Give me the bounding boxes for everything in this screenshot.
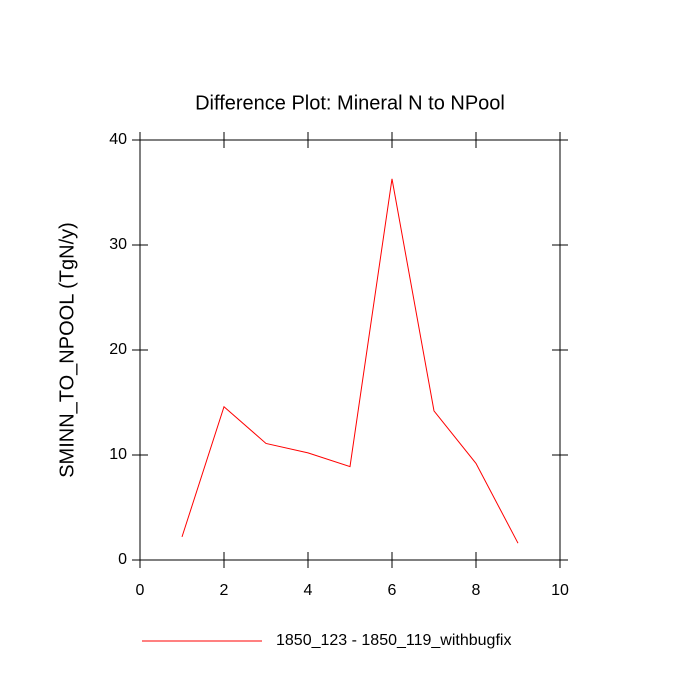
chart-title: Difference Plot: Mineral N to NPool [195,92,505,114]
x-tick-label: 8 [472,582,481,599]
y-tick-label: 40 [109,131,127,148]
x-tick-label: 2 [220,582,229,599]
data-line [181,178,519,544]
x-tick-label: 6 [388,582,397,599]
y-tick-label: 20 [109,341,127,358]
legend-label: 1850_123 - 1850_119_withbugfix [276,632,511,649]
y-tick-label: 30 [109,236,127,253]
x-tick-label: 0 [136,582,145,599]
x-tick-label: 10 [551,582,569,599]
x-tick-label: 4 [304,582,313,599]
y-axis-label: SMINN_TO_NPOOL (TgN/y) [56,222,78,478]
y-tick-label: 10 [109,446,127,463]
y-tick-label: 0 [118,551,127,568]
plot-frame [139,139,561,561]
